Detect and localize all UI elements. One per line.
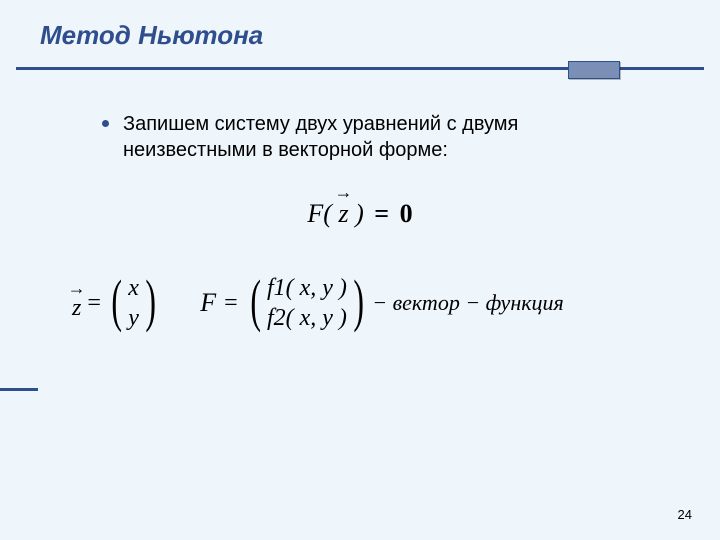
left-rule-stub [0,388,38,391]
rule-block [568,61,620,79]
f-top: f1( x, y ) [267,273,347,303]
z-top: x [128,273,139,303]
eq-close: ) [355,199,364,228]
f-column: f1( x, y ) f2( x, y ) [265,273,349,333]
bullet-dot [102,120,109,127]
paren-open-icon: ( [250,272,261,330]
z-symbol: z [72,295,81,321]
f-definition: F = ( f1( x, y ) f2( x, y ) ) − вектор −… [200,273,564,333]
slide: Метод Ньютона Запишем систему двух уравн… [0,0,720,540]
equals-1: = [87,290,101,317]
paren-close-icon: ) [353,272,364,330]
title-rule [0,59,720,87]
z-bot: y [128,303,139,333]
eq-equals: = [374,199,389,228]
equation-main: F( → z ) = 0 [42,189,678,229]
F-symbol: F [200,288,216,318]
slide-title: Метод Ньютона [40,20,678,51]
z-definition: → z = ( x y ) [72,273,160,333]
bullet-item: Запишем систему двух уравнений с двумя н… [42,111,678,163]
vector-arrow-icon: → [335,183,353,201]
bullet-text: Запишем систему двух уравнений с двумя н… [123,111,618,163]
equation-definitions: → z = ( x y ) F = ( f1( x, y ) f2( x, y … [42,273,678,333]
vector-arrow-icon: → [68,279,86,297]
equals-2: = [224,290,238,317]
paren-open-icon: ( [111,272,122,330]
z-column: x y [126,273,141,333]
eq-rhs: 0 [400,199,413,228]
eq-var-vector: → z [338,189,348,229]
tail-text: − вектор − функция [372,290,563,316]
page-number: 24 [678,507,692,522]
f-bot: f2( x, y ) [267,303,347,333]
paren-close-icon: ) [145,272,156,330]
eq-func: F [307,199,323,228]
z-vector: → z [72,285,81,322]
eq-open: ( [323,199,332,228]
eq-var: z [338,199,348,228]
